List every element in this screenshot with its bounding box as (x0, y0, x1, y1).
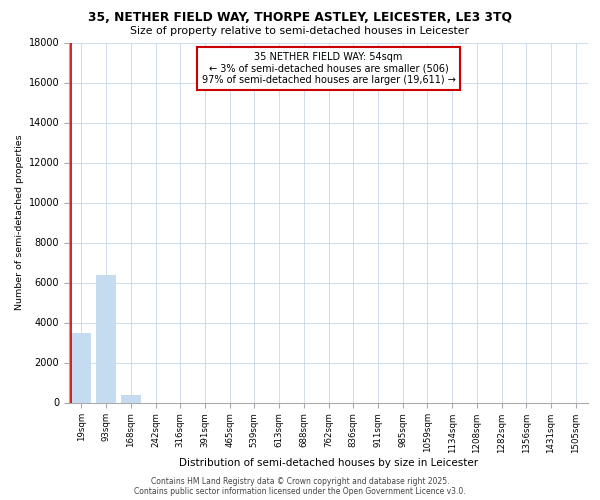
Text: Contains HM Land Registry data © Crown copyright and database right 2025.
Contai: Contains HM Land Registry data © Crown c… (134, 476, 466, 496)
Text: 35 NETHER FIELD WAY: 54sqm
← 3% of semi-detached houses are smaller (506)
97% of: 35 NETHER FIELD WAY: 54sqm ← 3% of semi-… (202, 52, 455, 84)
Y-axis label: Number of semi-detached properties: Number of semi-detached properties (16, 134, 25, 310)
X-axis label: Distribution of semi-detached houses by size in Leicester: Distribution of semi-detached houses by … (179, 458, 478, 468)
Text: Size of property relative to semi-detached houses in Leicester: Size of property relative to semi-detach… (131, 26, 470, 36)
Bar (71, 332, 91, 402)
Bar (96, 274, 116, 402)
Text: 35, NETHER FIELD WAY, THORPE ASTLEY, LEICESTER, LE3 3TQ: 35, NETHER FIELD WAY, THORPE ASTLEY, LEI… (88, 11, 512, 24)
Bar (121, 394, 140, 402)
